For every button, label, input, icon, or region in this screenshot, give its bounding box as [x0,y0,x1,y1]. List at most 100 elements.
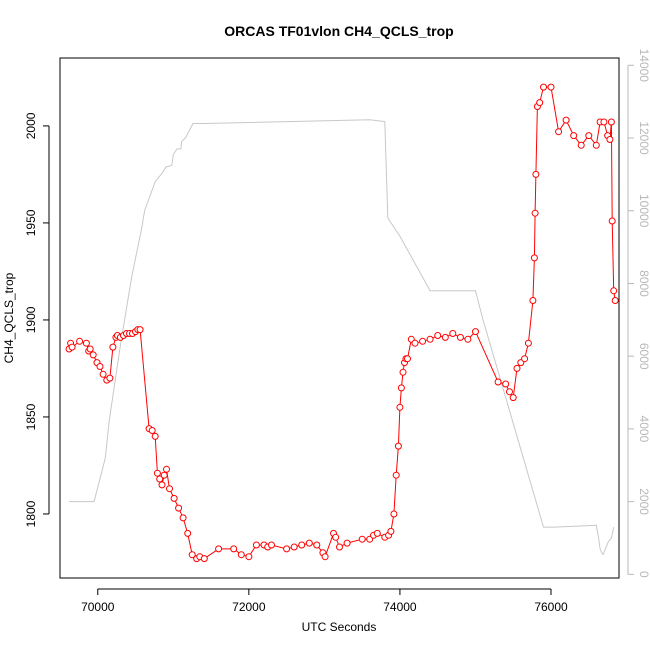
data-point [524,339,532,347]
y-tick-label: 1850 [24,403,38,430]
data-point [343,539,351,547]
data-point [502,380,510,388]
data-point [153,469,161,477]
y2-tick-label: 8000 [637,270,650,297]
data-point [532,170,540,178]
data-point [76,337,84,345]
data-point [411,339,419,347]
data-point [531,209,539,217]
data-point [536,99,544,107]
data-point [387,527,395,535]
data-point [184,529,192,537]
data-point [89,351,97,359]
data-point [109,343,117,351]
y-tick-label: 1950 [24,209,38,236]
data-point [600,118,608,126]
data-point [230,545,238,553]
data-point [397,384,405,392]
data-point [521,355,529,363]
x-tick-label: 74000 [383,600,417,614]
data-point [96,363,104,370]
data-point [336,543,343,551]
data-point [513,364,521,372]
data-point [86,345,94,353]
data-point [607,118,615,126]
data-point [592,141,600,149]
data-point [148,427,156,434]
data-point [611,297,619,304]
x-tick-label: 70000 [81,600,115,614]
data-point [283,545,291,553]
y2-tick-label: 4000 [637,416,650,443]
data-point [313,541,321,549]
data-point [358,535,366,543]
data-point [99,370,107,378]
data-point [151,432,159,440]
data-point [577,141,585,149]
x-axis: 70000 72000 74000 76000 [81,588,568,614]
data-point [170,494,178,502]
data-point [200,555,208,563]
data-point [163,465,170,473]
data-point [606,136,614,143]
y2-tick-label: 0 [637,571,650,578]
data-point [547,83,555,91]
ch4-series-line [68,86,616,560]
chart-title: ORCAS TF01vlon CH4_QCLS_trop [224,23,453,39]
y-axis-label: CH4_QCLS_trop [2,272,16,363]
data-point [419,337,427,345]
data-point [570,132,578,140]
y-axis-right: 0 2000 4000 6000 8000 10000 12000 14000 [627,49,650,578]
data-point [156,475,164,483]
data-point [136,326,144,334]
data-point [399,368,407,376]
data-point [394,442,402,450]
data-point [106,374,114,382]
data-point [540,83,547,91]
data-point [529,297,537,304]
altitude-line [69,119,615,556]
data-point [464,335,472,343]
ch4-series-points [65,83,619,563]
data-point [472,328,479,336]
data-point [245,553,253,561]
y-tick-label: 1900 [24,306,38,333]
data-point [373,529,381,537]
data-point [298,541,306,549]
y2-tick-label: 14000 [637,49,650,83]
data-point [166,485,173,493]
x-tick-label: 72000 [232,600,266,614]
data-point [494,378,502,386]
y-tick-label: 1800 [24,500,38,527]
x-axis-label: UTC Seconds [302,620,377,634]
ch4-line [68,86,616,560]
data-point [305,539,313,547]
data-point [610,287,618,295]
data-point [390,510,398,518]
data-point [68,343,76,351]
data-point [82,339,90,347]
data-point [215,545,223,553]
data-point [237,551,245,559]
y-tick-label: 2000 [24,112,38,139]
data-point [608,217,616,225]
data-point [188,551,196,559]
data-point [449,330,457,337]
y2-tick-label: 10000 [637,194,650,228]
data-point [158,481,166,489]
x-tick-label: 76000 [534,600,568,614]
data-point [509,394,517,402]
data-point [321,553,329,561]
data-point [585,132,593,140]
secondary-altitude-series [69,119,615,556]
data-point [268,541,275,549]
data-point [179,514,187,522]
data-point [441,333,449,341]
data-point [252,541,260,549]
data-point [290,543,298,551]
data-point [434,332,442,339]
data-point [332,533,340,541]
data-point [160,471,168,479]
y2-tick-label: 6000 [637,343,650,370]
